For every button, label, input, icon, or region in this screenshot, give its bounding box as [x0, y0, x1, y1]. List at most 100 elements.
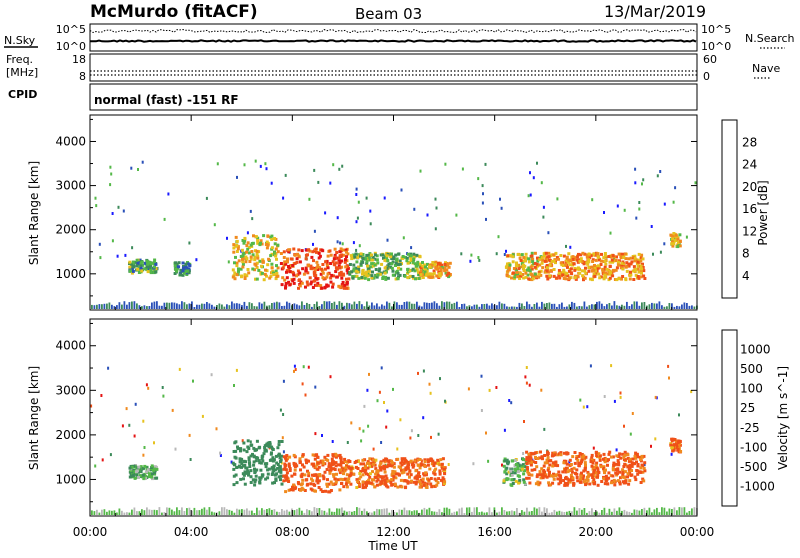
echo-cell — [356, 256, 359, 260]
echo-cell — [326, 478, 329, 482]
echo-cell — [676, 237, 680, 241]
echo-cell — [552, 461, 556, 465]
echo-cell — [520, 253, 524, 257]
ground-scatter-cell — [563, 512, 566, 515]
ground-scatter-cell — [288, 511, 291, 515]
echo-cell — [550, 260, 554, 263]
echo-cell — [530, 460, 534, 464]
xtick-label: 12:00 — [376, 525, 411, 539]
ground-scatter-cell — [616, 305, 618, 309]
echo-cell — [346, 264, 350, 268]
ground-scatter-cell — [163, 302, 166, 309]
ground-scatter-cell — [478, 512, 481, 515]
echo-cell — [515, 261, 518, 265]
echo-cell — [333, 468, 337, 471]
echo-cell — [343, 260, 347, 264]
echo-cell — [311, 473, 314, 477]
echo-cell — [274, 247, 278, 251]
echo-cell — [254, 459, 258, 463]
echo-cell — [566, 482, 570, 485]
echo-cell — [337, 264, 341, 268]
echo-cell — [614, 259, 618, 263]
ground-scatter-cell — [286, 509, 288, 515]
echo-cell — [283, 278, 287, 282]
echo-cell — [676, 241, 680, 245]
echo-cell — [594, 253, 598, 257]
echo-cell — [316, 467, 320, 471]
echo-cell — [355, 478, 359, 482]
echo-cell — [268, 276, 272, 280]
echo-cell — [311, 453, 315, 457]
echo-cell — [505, 458, 509, 462]
ground-scatter-cell — [238, 303, 241, 309]
ground-scatter-cell — [211, 511, 213, 515]
scatter-cell — [380, 366, 383, 370]
scatter-cell — [592, 446, 595, 450]
scatter-cell — [603, 211, 605, 214]
ground-scatter-cell — [91, 510, 93, 515]
scatter-cell — [142, 453, 145, 457]
ground-scatter-cell — [323, 301, 326, 309]
echo-cell — [341, 272, 345, 276]
echo-cell — [293, 261, 297, 265]
ground-scatter-cell — [261, 508, 263, 515]
echo-cell — [436, 275, 440, 278]
echo-cell — [373, 263, 377, 267]
echo-cell — [291, 279, 295, 283]
echo-cell — [507, 470, 511, 474]
echo-cell — [140, 260, 144, 264]
echo-cell — [143, 464, 147, 468]
ground-scatter-cell — [401, 304, 403, 309]
echo-cell — [305, 478, 309, 482]
echo-cell — [150, 466, 154, 469]
echo-cell — [594, 258, 598, 262]
echo-cell — [406, 465, 410, 469]
echo-cell — [333, 253, 337, 257]
echo-cell — [385, 477, 389, 481]
power-colorbar-tick: 20 — [742, 180, 757, 194]
echo-cell — [274, 454, 278, 458]
echo-cell — [540, 455, 544, 459]
ground-scatter-cell — [438, 305, 441, 309]
scatter-cell — [527, 194, 530, 198]
scatter-cell — [643, 463, 646, 467]
ground-scatter-cell — [116, 305, 118, 309]
ground-scatter-cell — [261, 303, 263, 309]
echo-cell — [244, 255, 248, 259]
ground-scatter-cell — [673, 306, 676, 309]
echo-cell — [518, 256, 522, 260]
echo-cell — [404, 466, 408, 470]
echo-cell — [341, 248, 345, 252]
echo-cell — [564, 277, 568, 281]
echo-cell — [383, 467, 387, 471]
echo-cell — [257, 268, 261, 272]
echo-cell — [371, 264, 375, 268]
echo-cell — [408, 274, 412, 278]
echo-cell — [328, 469, 332, 473]
echo-cell — [269, 458, 273, 462]
ground-scatter-cell — [443, 302, 446, 309]
echo-cell — [636, 260, 640, 264]
echo-cell — [249, 475, 253, 479]
echo-cell — [375, 275, 379, 279]
scatter-cell — [352, 241, 355, 245]
scatter-cell — [422, 369, 425, 373]
echo-cell — [516, 466, 520, 470]
echo-cell — [242, 473, 246, 477]
echo-cell — [639, 256, 643, 260]
echo-cell — [391, 464, 394, 468]
echo-cell — [246, 268, 250, 271]
echo-cell — [130, 465, 134, 469]
echo-cell — [577, 461, 581, 465]
echo-cell — [600, 252, 603, 256]
echo-cell — [369, 481, 373, 485]
echo-cell — [384, 474, 388, 478]
echo-cell — [316, 461, 320, 465]
echo-cell — [618, 482, 622, 486]
ground-scatter-cell — [453, 302, 456, 309]
echo-cell — [142, 466, 146, 470]
ground-scatter-cell — [353, 511, 356, 515]
echo-cell — [312, 270, 316, 274]
echo-cell — [643, 277, 647, 280]
echo-cell — [549, 483, 553, 487]
